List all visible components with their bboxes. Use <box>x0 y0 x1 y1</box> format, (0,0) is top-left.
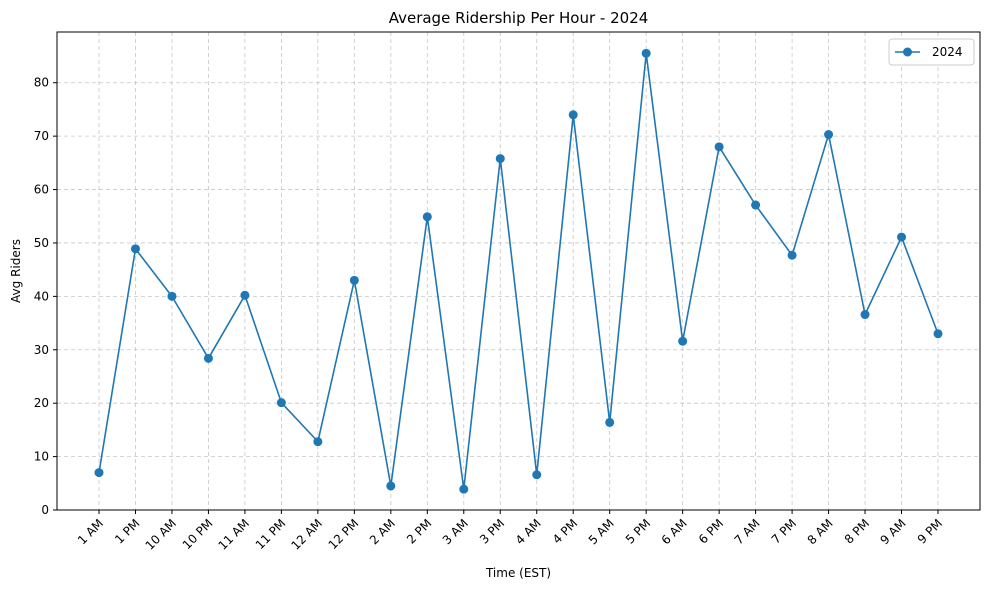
data-point <box>349 275 359 285</box>
data-point <box>605 417 615 427</box>
y-tick-label: 20 <box>34 396 49 410</box>
data-point <box>167 291 177 301</box>
data-point <box>714 142 724 152</box>
data-point <box>897 232 907 242</box>
y-tick-label: 40 <box>34 289 49 303</box>
y-tick-label: 10 <box>34 450 49 464</box>
data-point <box>459 484 469 494</box>
data-point <box>313 437 323 447</box>
data-point <box>860 310 870 320</box>
y-tick-label: 30 <box>34 343 49 357</box>
legend-label: 2024 <box>932 45 963 59</box>
data-point <box>495 154 505 164</box>
data-point <box>568 110 578 120</box>
y-tick-label: 80 <box>34 76 49 90</box>
chart-title: Average Ridership Per Hour - 2024 <box>389 9 649 27</box>
y-axis-ticks: 0 10 20 30 40 50 60 70 80 <box>34 76 57 517</box>
data-point <box>276 398 286 408</box>
data-series <box>94 48 943 494</box>
grid-lines <box>57 32 980 511</box>
data-point <box>422 212 432 222</box>
data-point <box>240 290 250 300</box>
data-point <box>386 481 396 491</box>
y-tick-label: 70 <box>34 129 49 143</box>
y-tick-label: 50 <box>34 236 49 250</box>
data-point <box>787 250 797 260</box>
data-point <box>532 470 542 480</box>
data-point <box>933 329 943 339</box>
data-point <box>751 200 761 210</box>
y-axis-label: Avg Riders <box>9 239 23 303</box>
plot-frame <box>56 31 981 511</box>
series-line <box>98 52 939 490</box>
data-point <box>130 244 140 254</box>
data-point <box>824 130 834 140</box>
legend-box <box>888 38 975 66</box>
data-point <box>203 353 213 363</box>
data-point <box>678 336 688 346</box>
y-tick-label: 0 <box>41 503 49 517</box>
legend-marker-icon <box>903 47 912 57</box>
legend: 2024 <box>888 38 975 66</box>
y-tick-label: 60 <box>34 183 49 197</box>
data-point <box>94 468 104 478</box>
x-axis-label: Time (EST) <box>485 566 551 580</box>
data-point <box>641 48 651 58</box>
